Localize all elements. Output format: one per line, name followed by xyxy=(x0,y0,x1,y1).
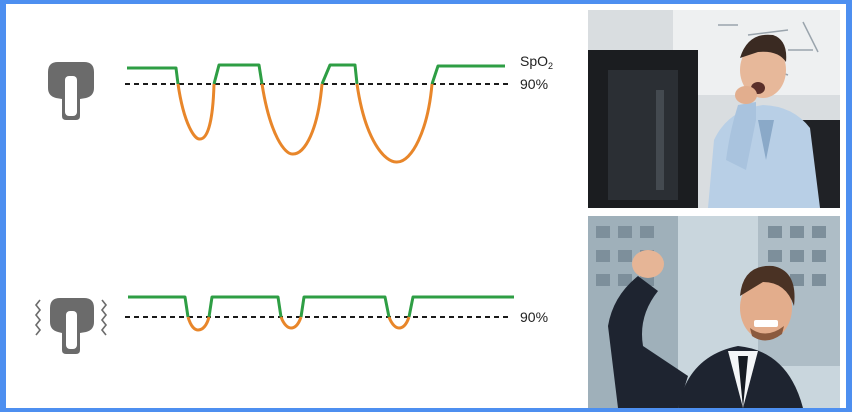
yawning-man-photo xyxy=(588,10,840,208)
motion-left-icon xyxy=(34,299,42,336)
top-sensor-icon xyxy=(48,62,94,120)
bottom-spo2-dip-segments xyxy=(186,316,411,332)
bottom-threshold-label: 90% xyxy=(520,309,548,325)
top-threshold-label: 90% xyxy=(520,76,548,92)
motion-right-icon xyxy=(100,299,108,336)
spo2-label: SpO2 xyxy=(520,53,553,71)
top-spo2-normal-segments xyxy=(127,63,505,85)
cheering-businessman-photo xyxy=(588,216,840,408)
bottom-spo2-normal-segments xyxy=(128,295,514,318)
top-spo2-desaturation-segments xyxy=(176,83,434,164)
bottom-sensor-icon xyxy=(50,298,94,354)
